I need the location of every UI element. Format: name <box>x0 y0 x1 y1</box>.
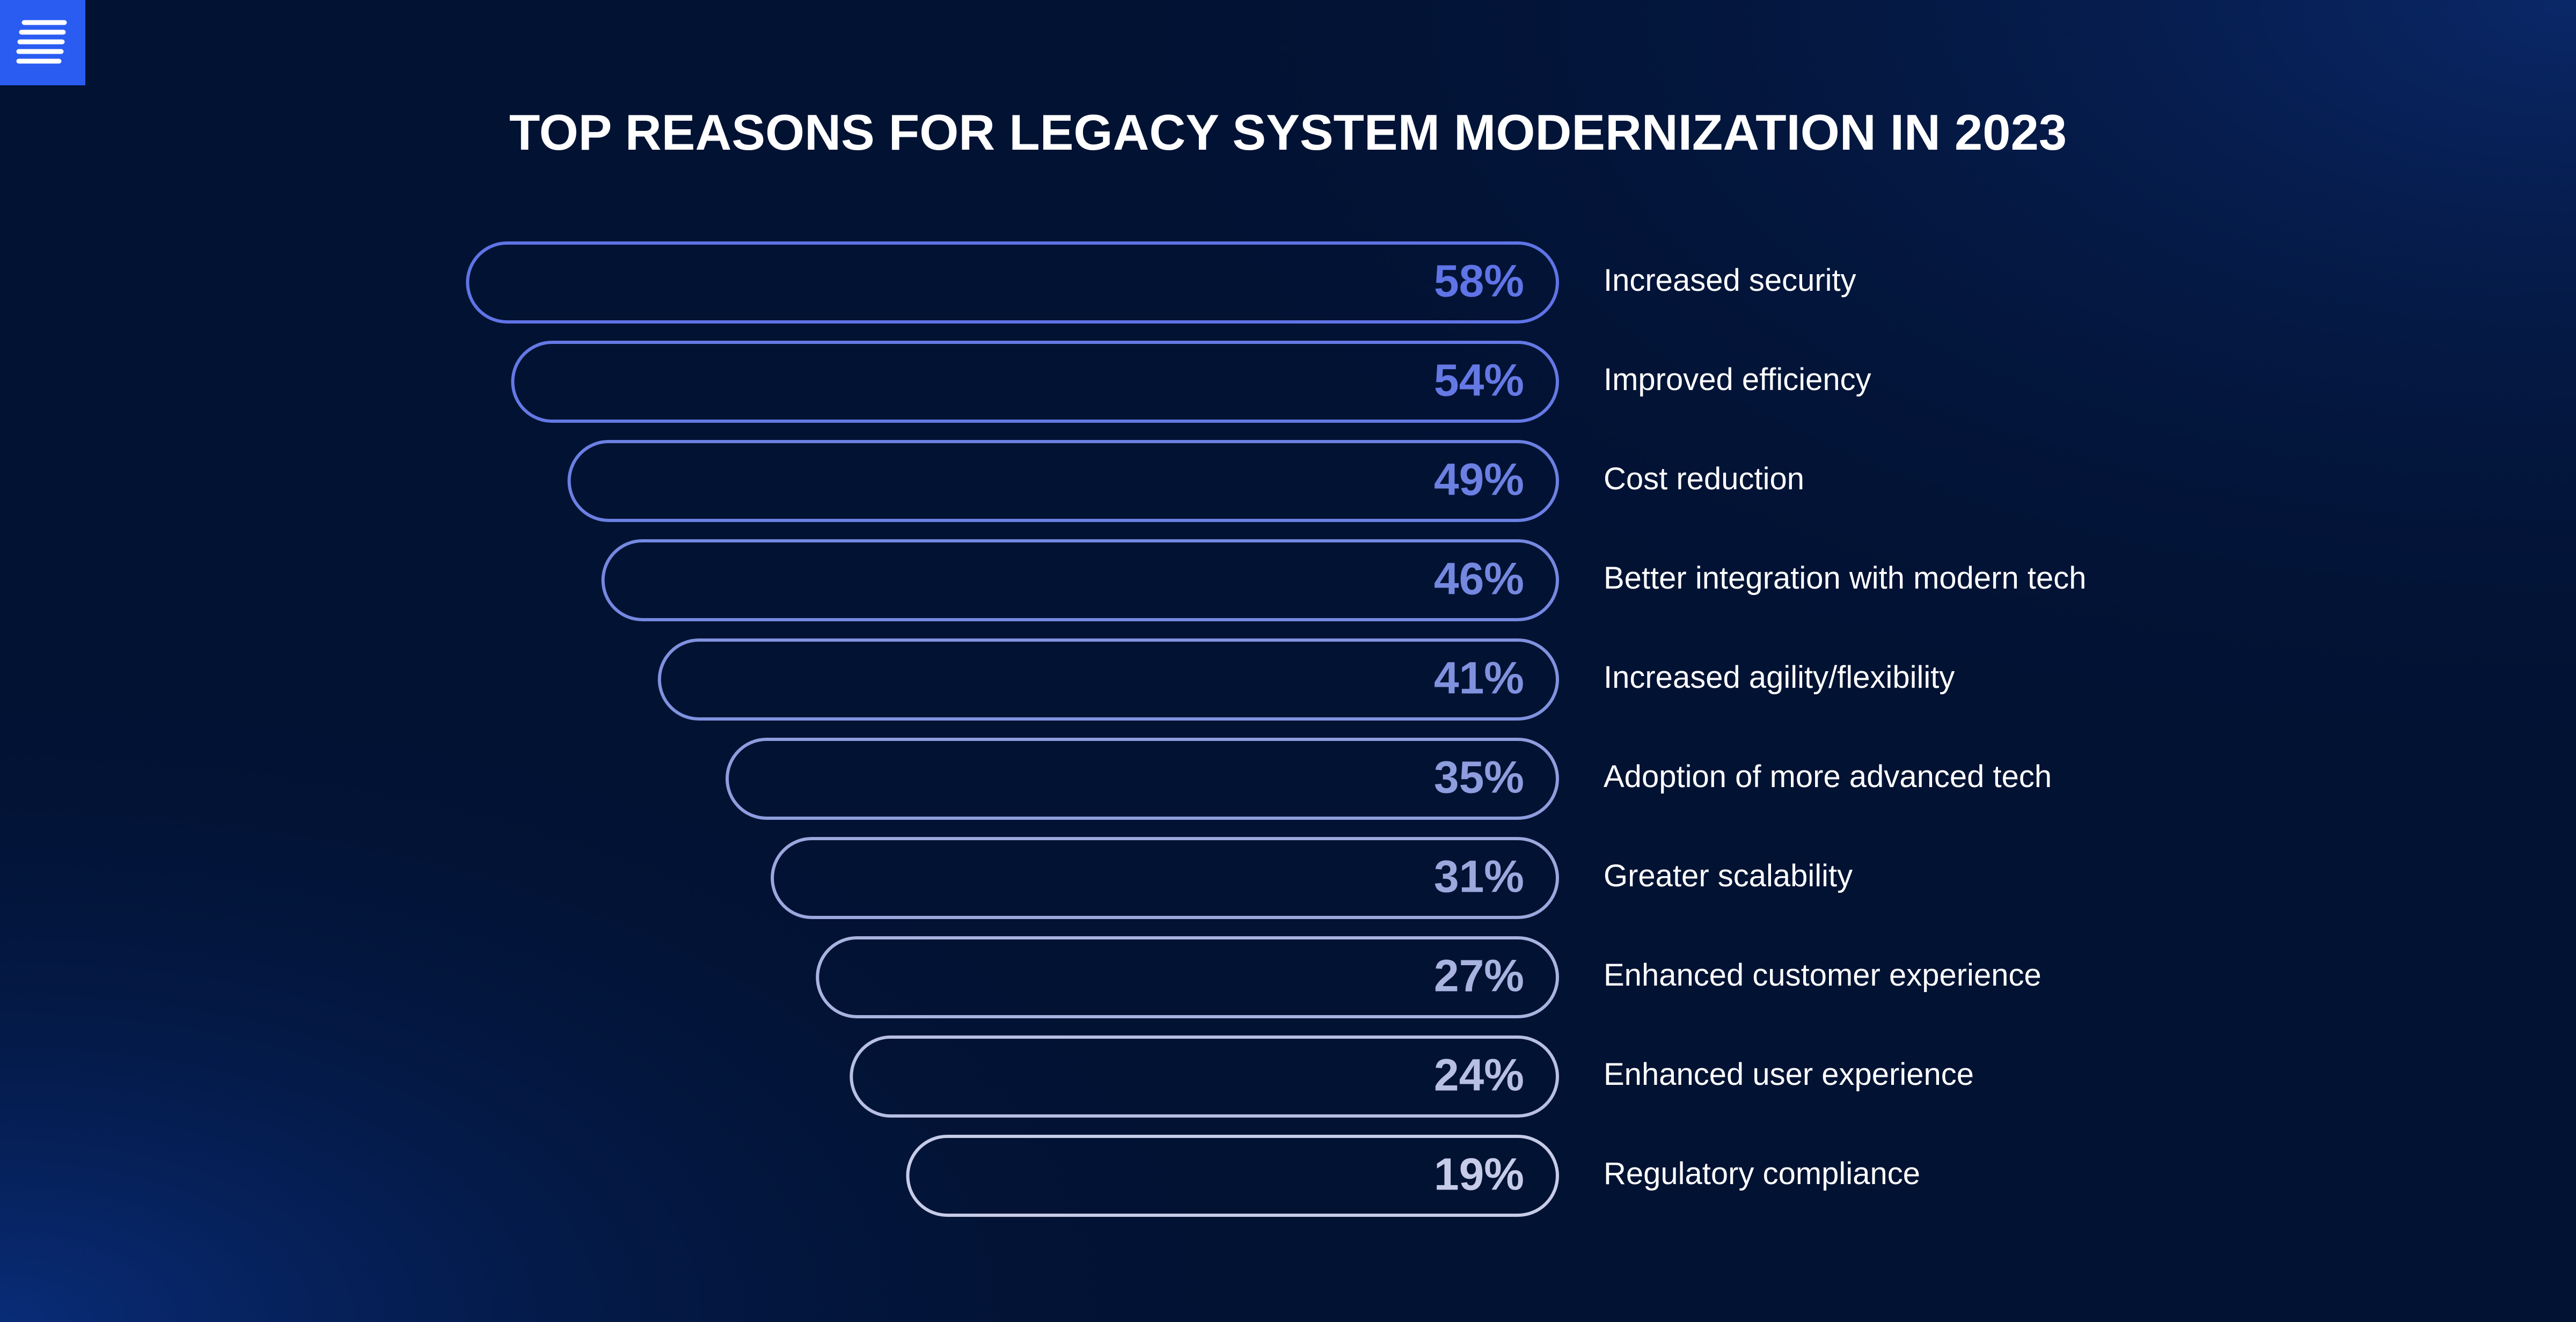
value-label: 41% <box>1434 653 1524 703</box>
value-label: 24% <box>1434 1050 1524 1100</box>
bar <box>816 936 1559 1018</box>
bar <box>511 341 1559 423</box>
value-label: 49% <box>1434 454 1524 505</box>
value-label: 58% <box>1434 256 1524 306</box>
category-label: Increased security <box>1604 263 1856 298</box>
category-label: Adoption of more advanced tech <box>1604 759 2052 794</box>
category-label: Cost reduction <box>1604 461 1804 496</box>
category-label: Greater scalability <box>1604 858 1853 893</box>
bar <box>850 1035 1559 1118</box>
value-label: 31% <box>1434 851 1524 902</box>
bar <box>906 1135 1559 1217</box>
value-label: 35% <box>1434 752 1524 803</box>
category-label: Improved efficiency <box>1604 362 1871 397</box>
category-label: Regulatory compliance <box>1604 1156 1920 1191</box>
value-label: 19% <box>1434 1149 1524 1200</box>
value-label: 54% <box>1434 355 1524 406</box>
category-label: Better integration with modern tech <box>1604 561 2086 596</box>
menu-icon <box>16 20 67 64</box>
value-label: 46% <box>1434 554 1524 604</box>
bar <box>466 241 1559 324</box>
chart-title: TOP REASONS FOR LEGACY SYSTEM MODERNIZAT… <box>509 104 2067 160</box>
menu-button[interactable] <box>0 0 85 85</box>
value-label: 27% <box>1434 951 1524 1001</box>
bar <box>567 440 1559 522</box>
category-label: Increased agility/flexibility <box>1604 660 1955 695</box>
category-label: Enhanced customer experience <box>1604 958 2041 993</box>
category-label: Enhanced user experience <box>1604 1057 1974 1092</box>
bar <box>657 638 1559 721</box>
bar <box>771 837 1559 919</box>
bar <box>725 738 1559 820</box>
bar <box>601 539 1559 621</box>
